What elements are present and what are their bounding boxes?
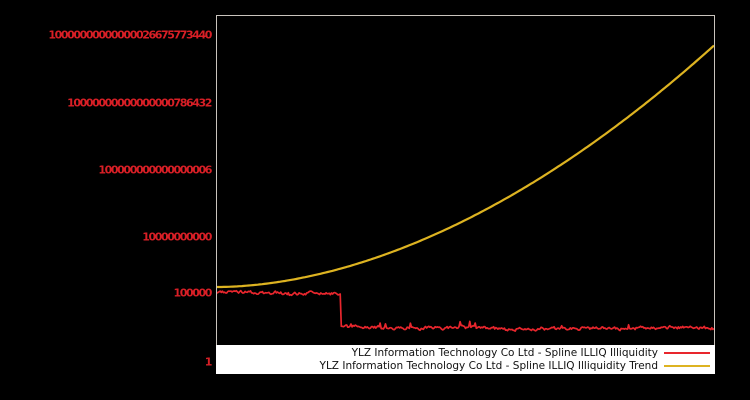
y-tick-label: 100000 [173,286,212,300]
illiq-line-series [217,289,714,332]
trend-line-series [217,44,714,289]
y-tick-label: 10000000000 [142,230,212,244]
y-axis-tick-labels: 10000000000000026675773440 1000000000000… [0,0,213,400]
legend-line-swatch [664,351,710,354]
legend-entry: YLZ Information Technology Co Ltd - Spli… [217,346,710,360]
y-tick-label: 100000000000000006 [98,163,212,177]
legend-label: YLZ Information Technology Co Ltd - Spli… [351,346,658,359]
legend-label: YLZ Information Technology Co Ltd - Spli… [319,360,658,373]
y-tick-label: 10000000000000000786432 [67,96,212,110]
chart-legend: YLZ Information Technology Co Ltd - Spli… [216,345,715,374]
plot-area [216,15,715,373]
legend-line-swatch [664,365,710,368]
y-tick-label: 10000000000000026675773440 [48,28,212,42]
plot-svg [217,44,714,332]
legend-entry: YLZ Information Technology Co Ltd - Spli… [217,360,710,374]
y-tick-label: 1 [204,355,213,369]
